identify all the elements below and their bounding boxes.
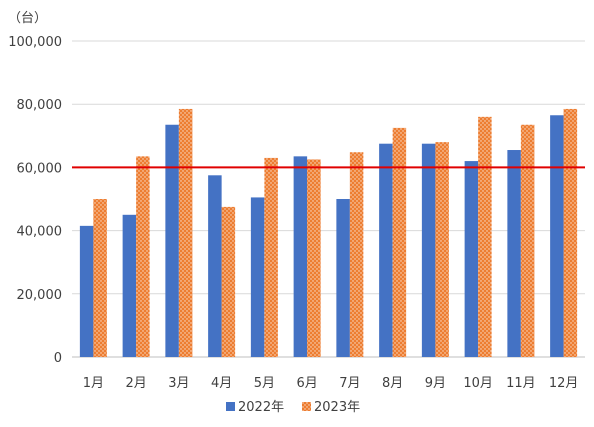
x-tick-label: 11月 xyxy=(506,376,536,391)
legend-label: 2023年 xyxy=(314,400,360,415)
bar-2022年-12月 xyxy=(550,115,564,357)
bar-2022年-3月 xyxy=(165,124,179,358)
bar-2022年-2月 xyxy=(122,214,137,357)
x-tick-label: 9月 xyxy=(425,376,446,391)
bar-2022年-7月 xyxy=(336,199,350,357)
legend-swatch xyxy=(302,402,311,411)
x-tick-label: 1月 xyxy=(83,376,104,391)
x-tick-label: 7月 xyxy=(339,376,360,391)
x-tick-label: 4月 xyxy=(211,376,232,391)
bar-2023年-7月 xyxy=(349,152,364,357)
y-tick-label: 40,000 xyxy=(17,225,63,240)
bar-2023年-3月 xyxy=(178,108,193,357)
legend-swatch xyxy=(226,402,235,411)
bar-2022年-9月 xyxy=(421,143,436,357)
bar-2023年-5月 xyxy=(264,157,278,357)
bar-2022年-11月 xyxy=(507,150,521,357)
bar-2023年-9月 xyxy=(435,142,449,357)
bar-2023年-2月 xyxy=(136,156,150,357)
x-tick-label: 2月 xyxy=(125,376,146,391)
bar-2022年-6月 xyxy=(293,156,308,357)
x-tick-label: 8月 xyxy=(382,376,403,391)
x-tick-label: 10月 xyxy=(463,376,493,391)
bar-2023年-11月 xyxy=(520,124,535,358)
x-axis-ticks: 1月 2月 3月 4月 5月 6月 7月 8月 9月 10月 11月 12月 xyxy=(83,376,579,391)
y-tick-label: 100,000 xyxy=(8,35,62,50)
y-unit-label: （台） xyxy=(8,11,47,26)
bar-2022年-10月 xyxy=(464,161,479,357)
bar-2022年-4月 xyxy=(208,175,222,357)
legend-label: 2022年 xyxy=(238,400,284,415)
bar-2023年-10月 xyxy=(478,116,492,357)
bar-2022年-1月 xyxy=(79,225,94,357)
bar-2023年-1月 xyxy=(93,199,107,357)
y-tick-label: 80,000 xyxy=(17,98,63,113)
x-tick-label: 3月 xyxy=(168,376,189,391)
x-tick-label: 5月 xyxy=(254,376,275,391)
bar-2023年-12月 xyxy=(563,108,578,357)
legend: 2022年 2023年 xyxy=(226,400,360,415)
y-tick-label: 60,000 xyxy=(17,161,63,176)
bar-2023年-6月 xyxy=(307,159,321,357)
x-tick-label: 6月 xyxy=(296,376,317,391)
bar-2023年-8月 xyxy=(392,127,407,358)
y-tick-label: 0 xyxy=(54,351,62,366)
bar-2022年-5月 xyxy=(250,197,265,357)
bar-2022年-8月 xyxy=(379,143,393,357)
bars xyxy=(79,108,578,358)
y-axis-ticks: 0 20,000 40,000 60,000 80,000 100,000 xyxy=(8,35,62,366)
y-tick-label: 20,000 xyxy=(17,288,63,303)
x-tick-label: 12月 xyxy=(549,376,579,391)
bar-2023年-4月 xyxy=(221,206,236,357)
